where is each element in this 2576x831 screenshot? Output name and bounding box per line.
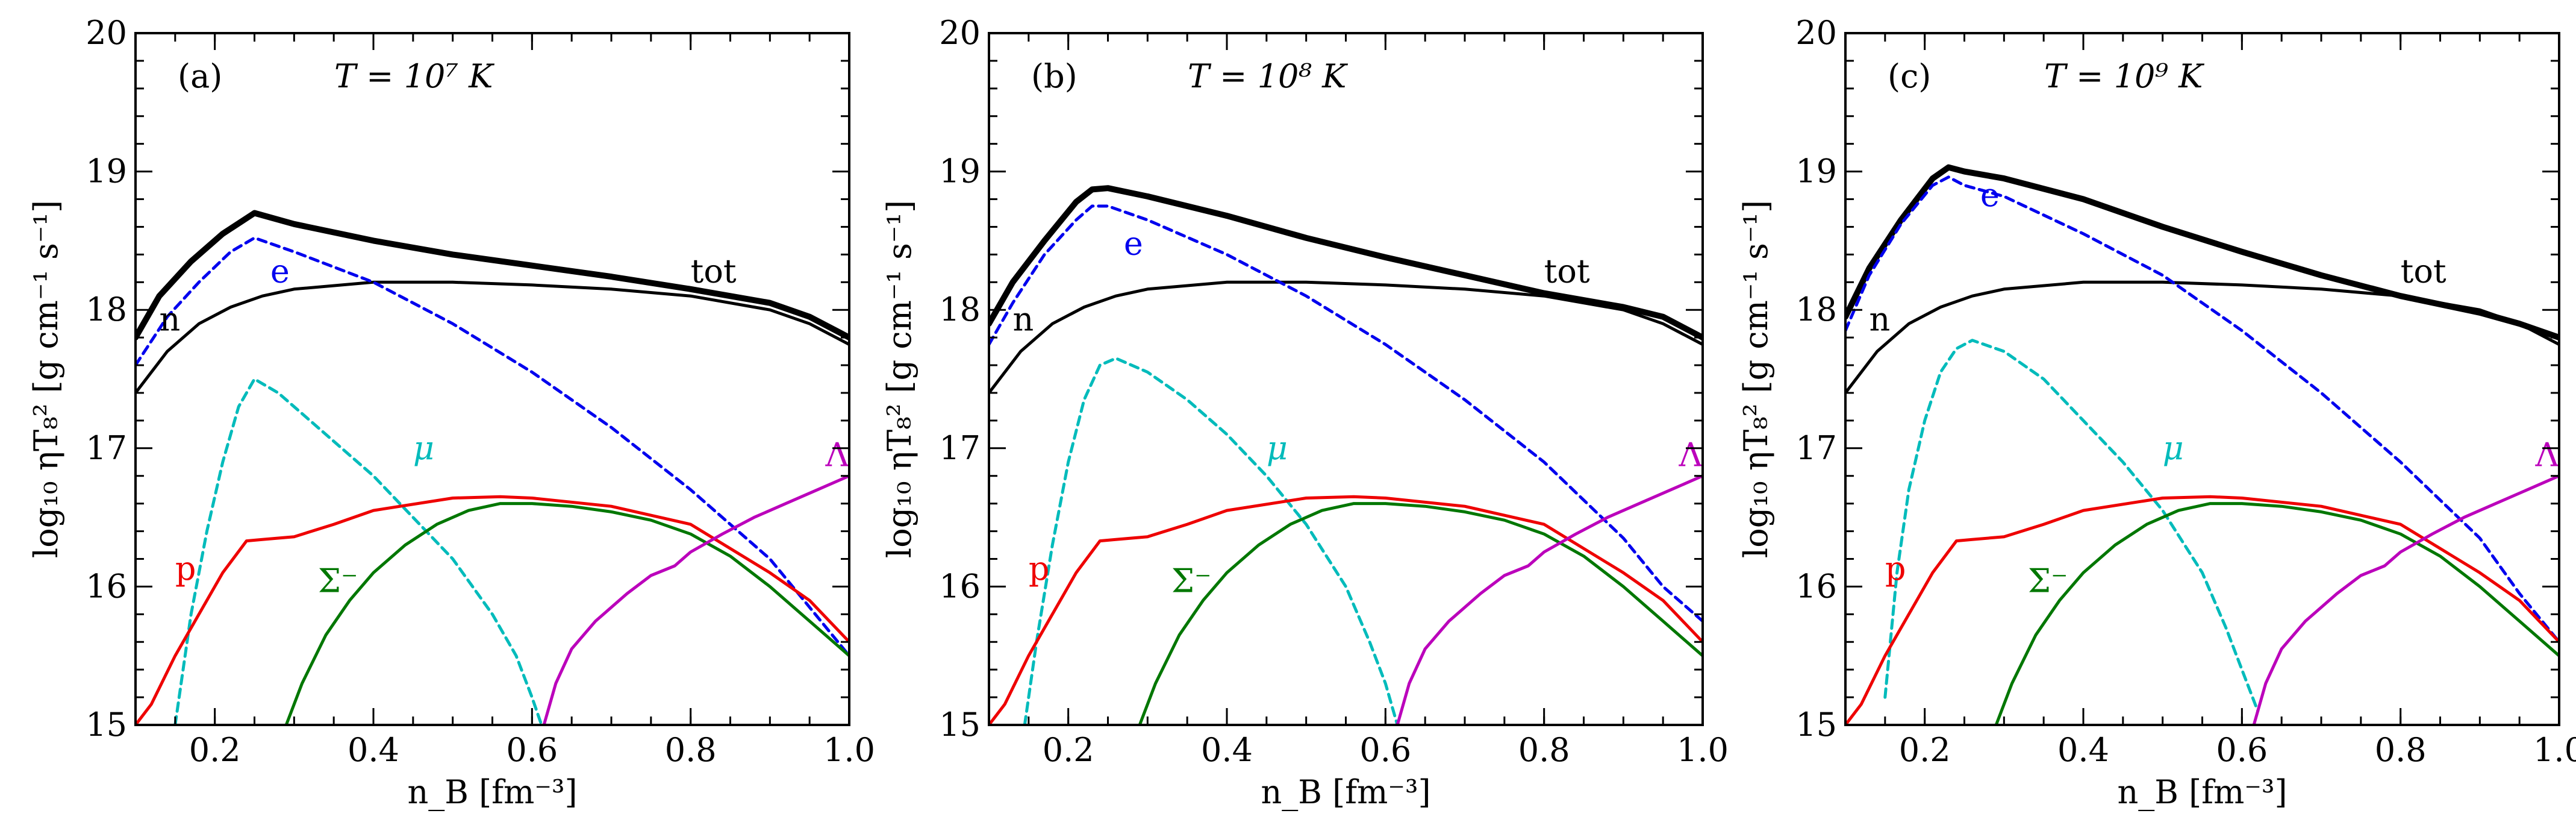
curve-label-tot: tot: [2401, 252, 2447, 290]
curve-label-lambda: Λ: [825, 436, 850, 474]
curve-label-n: n: [1870, 301, 1891, 339]
y-tick-label: 17: [86, 429, 127, 467]
series-line-tot: [989, 185, 1703, 341]
series-line-p: [136, 495, 849, 725]
series-line-p: [989, 495, 1703, 725]
y-tick-label: 19: [86, 152, 127, 190]
y-tick-label: 18: [939, 290, 981, 328]
series-line-sigma: [1994, 502, 2559, 725]
curve-label-sigma: Σ⁻: [2028, 562, 2068, 600]
curve-label-p: p: [1885, 550, 1906, 588]
x-axis-label: n_B [fm⁻³]: [1261, 773, 1430, 811]
x-tick-label: 0.8: [665, 731, 717, 769]
x-tick-label: 0.2: [189, 731, 241, 769]
temperature-label: T = 10⁸ K: [1188, 57, 1348, 95]
curve-label-tot: tot: [1544, 252, 1590, 290]
plot-frame: [988, 32, 1704, 726]
curve-label-e: e: [1980, 176, 2000, 214]
curve-label-mu: μ: [1267, 429, 1288, 467]
x-tick-label: 0.6: [2216, 731, 2268, 769]
y-tick-label: 19: [1795, 152, 1837, 190]
panel-label: (b): [1031, 57, 1077, 95]
series-line-n: [989, 280, 1703, 395]
series-line-lambda: [542, 474, 849, 725]
panel-label: (a): [178, 57, 222, 95]
series-line-tot: [1845, 164, 2559, 341]
curve-label-n: n: [1013, 301, 1034, 339]
curve-label-lambda: Λ: [2535, 436, 2560, 474]
y-tick-label: 15: [86, 706, 127, 744]
curve-label-n: n: [160, 301, 181, 339]
y-axis-label: log₁₀ ηT₈² [g cm⁻¹ s⁻¹]: [881, 200, 918, 558]
x-axis-label: n_B [fm⁻³]: [2117, 773, 2287, 811]
curve-label-mu: μ: [2163, 429, 2184, 467]
series-line-mu: [173, 377, 543, 725]
y-tick-label: 16: [939, 567, 981, 605]
series-line-n: [1845, 280, 2559, 395]
curve-label-mu: μ: [413, 429, 434, 467]
series-line-lambda: [1396, 474, 1703, 725]
y-tick-label: 16: [86, 567, 127, 605]
y-axis-label: log₁₀ ηT₈² [g cm⁻¹ s⁻¹]: [1737, 200, 1775, 558]
curve-label-tot: tot: [691, 252, 737, 290]
series-line-e: [1845, 175, 2559, 644]
y-tick-label: 15: [1795, 706, 1837, 744]
curve-label-e: e: [1124, 224, 1143, 262]
y-axis-label: log₁₀ ηT₈² [g cm⁻¹ s⁻¹]: [27, 200, 65, 558]
y-tick-label: 15: [939, 706, 981, 744]
series-line-mu: [1023, 357, 1399, 725]
x-tick-label: 0.4: [1201, 731, 1253, 769]
y-tick-label: 18: [1795, 290, 1837, 328]
curve-label-e: e: [270, 252, 290, 290]
x-tick-label: 0.4: [2057, 731, 2109, 769]
x-tick-label: 0.2: [1899, 731, 1951, 769]
y-tick-label: 20: [86, 14, 127, 52]
x-tick-label: 1.0: [2533, 731, 2576, 769]
series-line-n: [136, 280, 849, 395]
y-tick-label: 17: [1795, 429, 1837, 467]
series-line-tot: [136, 210, 849, 341]
series-line-sigma: [284, 502, 849, 725]
series-line-lambda: [2252, 474, 2559, 725]
y-tick-label: 18: [86, 290, 127, 328]
x-tick-label: 0.2: [1043, 731, 1094, 769]
panel-3: tot n e μ p Σ⁻ Λ 0.2 0.4 0.6 0.8 1.0 15 16 17 18 19 20 (c)…: [1737, 14, 2576, 811]
series-line-e: [989, 204, 1703, 623]
y-tick-label: 20: [939, 14, 981, 52]
curve-label-sigma: Σ⁻: [1171, 562, 1212, 600]
x-axis-label: n_B [fm⁻³]: [407, 773, 577, 811]
temperature-label: T = 10⁷ K: [334, 57, 494, 95]
y-tick-label: 16: [1795, 567, 1837, 605]
curve-label-p: p: [1029, 550, 1050, 588]
series-line-p: [1845, 495, 2559, 725]
plot-frame: [1844, 32, 2560, 726]
series-line-sigma: [1138, 502, 1703, 725]
x-tick-label: 0.6: [1359, 731, 1411, 769]
panel-1: tot n e μ p Σ⁻ Λ 0.2 0.4 0.6 0.8 1.0 15 16 17 18 19 20 (a)…: [27, 14, 875, 811]
panel-label: (c): [1888, 57, 1931, 95]
x-tick-label: 0.6: [506, 731, 558, 769]
curve-label-p: p: [175, 550, 196, 588]
series-line-e: [136, 236, 849, 657]
curve-label-lambda: Λ: [1679, 436, 1703, 474]
temperature-label: T = 10⁹ K: [2044, 57, 2204, 95]
x-tick-label: 0.8: [1518, 731, 1570, 769]
plot-frame: [134, 32, 850, 726]
x-tick-label: 1.0: [823, 731, 875, 769]
x-tick-label: 1.0: [1677, 731, 1729, 769]
series-line-mu: [1883, 339, 2260, 713]
y-tick-label: 19: [939, 152, 981, 190]
y-tick-label: 17: [939, 429, 981, 467]
x-tick-label: 0.4: [348, 731, 399, 769]
panel-2: tot n e μ p Σ⁻ Λ 0.2 0.4 0.6 0.8 1.0 15 16 17 18 19 20 (b)…: [881, 14, 1729, 811]
y-tick-label: 20: [1795, 14, 1837, 52]
curve-label-sigma: Σ⁻: [318, 562, 358, 600]
x-tick-label: 0.8: [2375, 731, 2427, 769]
